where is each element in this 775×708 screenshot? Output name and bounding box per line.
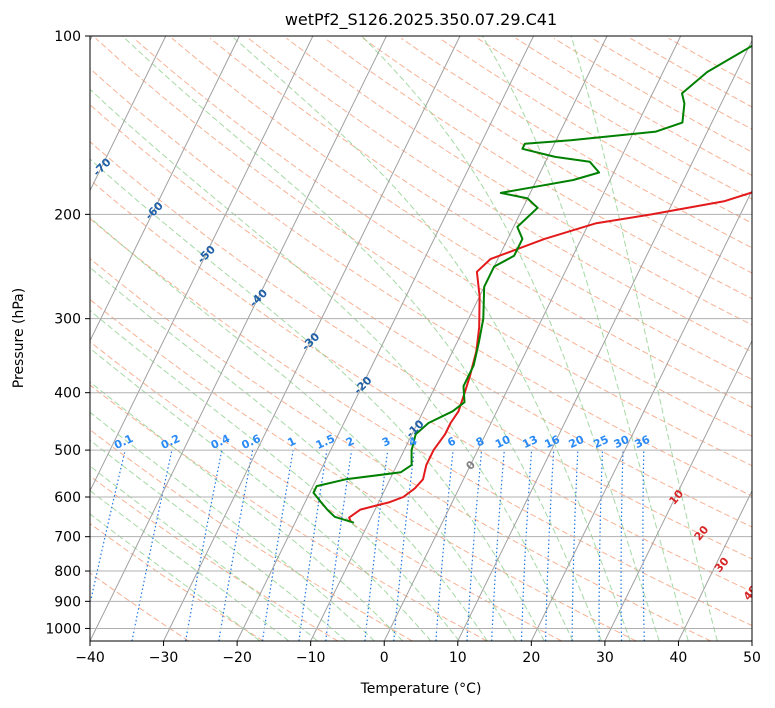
y-tick-label: 600	[54, 490, 81, 506]
plot-area: 0.10.20.40.611.52346810131620253036-100-…	[0, 36, 761, 641]
y-axis-ticks: 100 200 300 400 500 600 700 800 900 1000	[45, 29, 90, 637]
temperature-line	[348, 191, 752, 522]
x-axis-ticks: −40 −30 −20 −10 0 10 20 30 40 50	[75, 641, 761, 666]
isotherm-label: -90	[0, 68, 10, 91]
isotherm-line	[90, 36, 167, 192]
x-tick-label: −20	[222, 650, 252, 666]
x-tick-label: −40	[75, 650, 105, 666]
dry-adiabat-line	[209, 37, 752, 380]
mixing-ratio-label: 36	[633, 433, 653, 451]
dry-adiabat-line	[95, 37, 752, 467]
isotherm-label: -80	[38, 112, 61, 135]
y-tick-label: 700	[54, 530, 81, 546]
dry-adiabat-line	[439, 37, 752, 224]
isotherm-line	[677, 489, 752, 641]
isotherm-line	[236, 36, 535, 641]
x-tick-label: 0	[380, 650, 389, 666]
y-tick-label: 300	[54, 312, 81, 328]
isotherm-line	[310, 36, 608, 641]
y-tick-label: 800	[54, 564, 81, 580]
mixing-ratio-line	[435, 450, 454, 641]
mixing-ratio-line	[261, 449, 294, 641]
moist-adiabat-label: 40	[741, 583, 761, 603]
mixing-ratio-label: 30	[612, 433, 632, 451]
dry-adiabat-line	[515, 37, 752, 176]
y-tick-label: 200	[54, 207, 81, 223]
chart-title: wetPf2_S126.2025.350.07.29.C41	[285, 10, 557, 30]
mixing-ratio-label: 10	[493, 433, 513, 451]
mixing-ratio-line	[325, 450, 353, 641]
mixing-ratio-line	[364, 450, 389, 641]
mixing-ratio-label: 16	[543, 433, 563, 451]
dry-adiabat-line	[171, 37, 752, 409]
x-tick-label: 20	[522, 650, 540, 666]
x-tick-label: 40	[670, 650, 688, 666]
plot-frame	[89, 35, 753, 642]
y-axis-label: Pressure (hPa)	[11, 288, 27, 388]
mixing-ratio-line	[90, 449, 126, 607]
moist-adiabat-line	[90, 513, 261, 641]
x-tick-label: −30	[149, 650, 179, 666]
mixing-ratio-line	[298, 450, 328, 641]
x-tick-label: 30	[596, 650, 614, 666]
mixing-ratio-label: 25	[591, 433, 610, 451]
isotherm-line	[530, 189, 752, 641]
isotherm-line	[90, 36, 314, 493]
dry-adiabats	[90, 37, 752, 641]
isotherm-line	[457, 39, 752, 641]
isotherm-line	[90, 36, 240, 342]
dry-adiabat-line	[286, 37, 752, 326]
y-tick-label: 500	[54, 443, 81, 459]
dry-adiabat-line	[324, 37, 752, 300]
isotherm-line	[604, 339, 752, 641]
y-tick-label: 100	[54, 29, 81, 45]
moist-adiabat-line	[361, 36, 660, 641]
pressure-gridlines	[90, 36, 752, 629]
isotherm-line	[751, 639, 752, 641]
x-tick-label: −10	[296, 650, 326, 666]
dry-adiabat-line	[90, 179, 752, 593]
isotherms	[90, 36, 752, 641]
dry-adiabat-line	[90, 104, 752, 528]
y-tick-label: 900	[54, 594, 81, 610]
dry-adiabat-line	[90, 298, 637, 641]
isotherm-line	[90, 36, 387, 641]
moist-adiabat-line	[90, 266, 488, 641]
mixing-ratio-label: 20	[567, 433, 587, 451]
dry-adiabat-line	[477, 37, 752, 200]
dry-adiabat-line	[90, 522, 264, 641]
dewpoint-line	[312, 44, 752, 524]
dry-adiabat-line	[362, 37, 752, 274]
isotherm-line	[383, 36, 682, 641]
mixing-ratio-line	[131, 449, 173, 641]
x-axis-label: Temperature (°C)	[360, 681, 482, 697]
isotherm-line	[163, 36, 461, 641]
sounding-series	[312, 44, 752, 524]
dry-adiabat-line	[133, 37, 752, 437]
moist-adiabat-line	[90, 439, 347, 641]
dry-adiabat-line	[90, 429, 413, 641]
y-tick-label: 400	[54, 386, 81, 402]
dry-adiabat-line	[90, 67, 752, 497]
x-tick-label: 10	[449, 650, 467, 666]
x-tick-label: 50	[743, 650, 761, 666]
mixing-ratio-label: 13	[520, 433, 539, 451]
dry-adiabat-line	[90, 257, 712, 641]
dry-adiabat-line	[90, 341, 562, 641]
y-tick-label: 1000	[45, 621, 81, 637]
